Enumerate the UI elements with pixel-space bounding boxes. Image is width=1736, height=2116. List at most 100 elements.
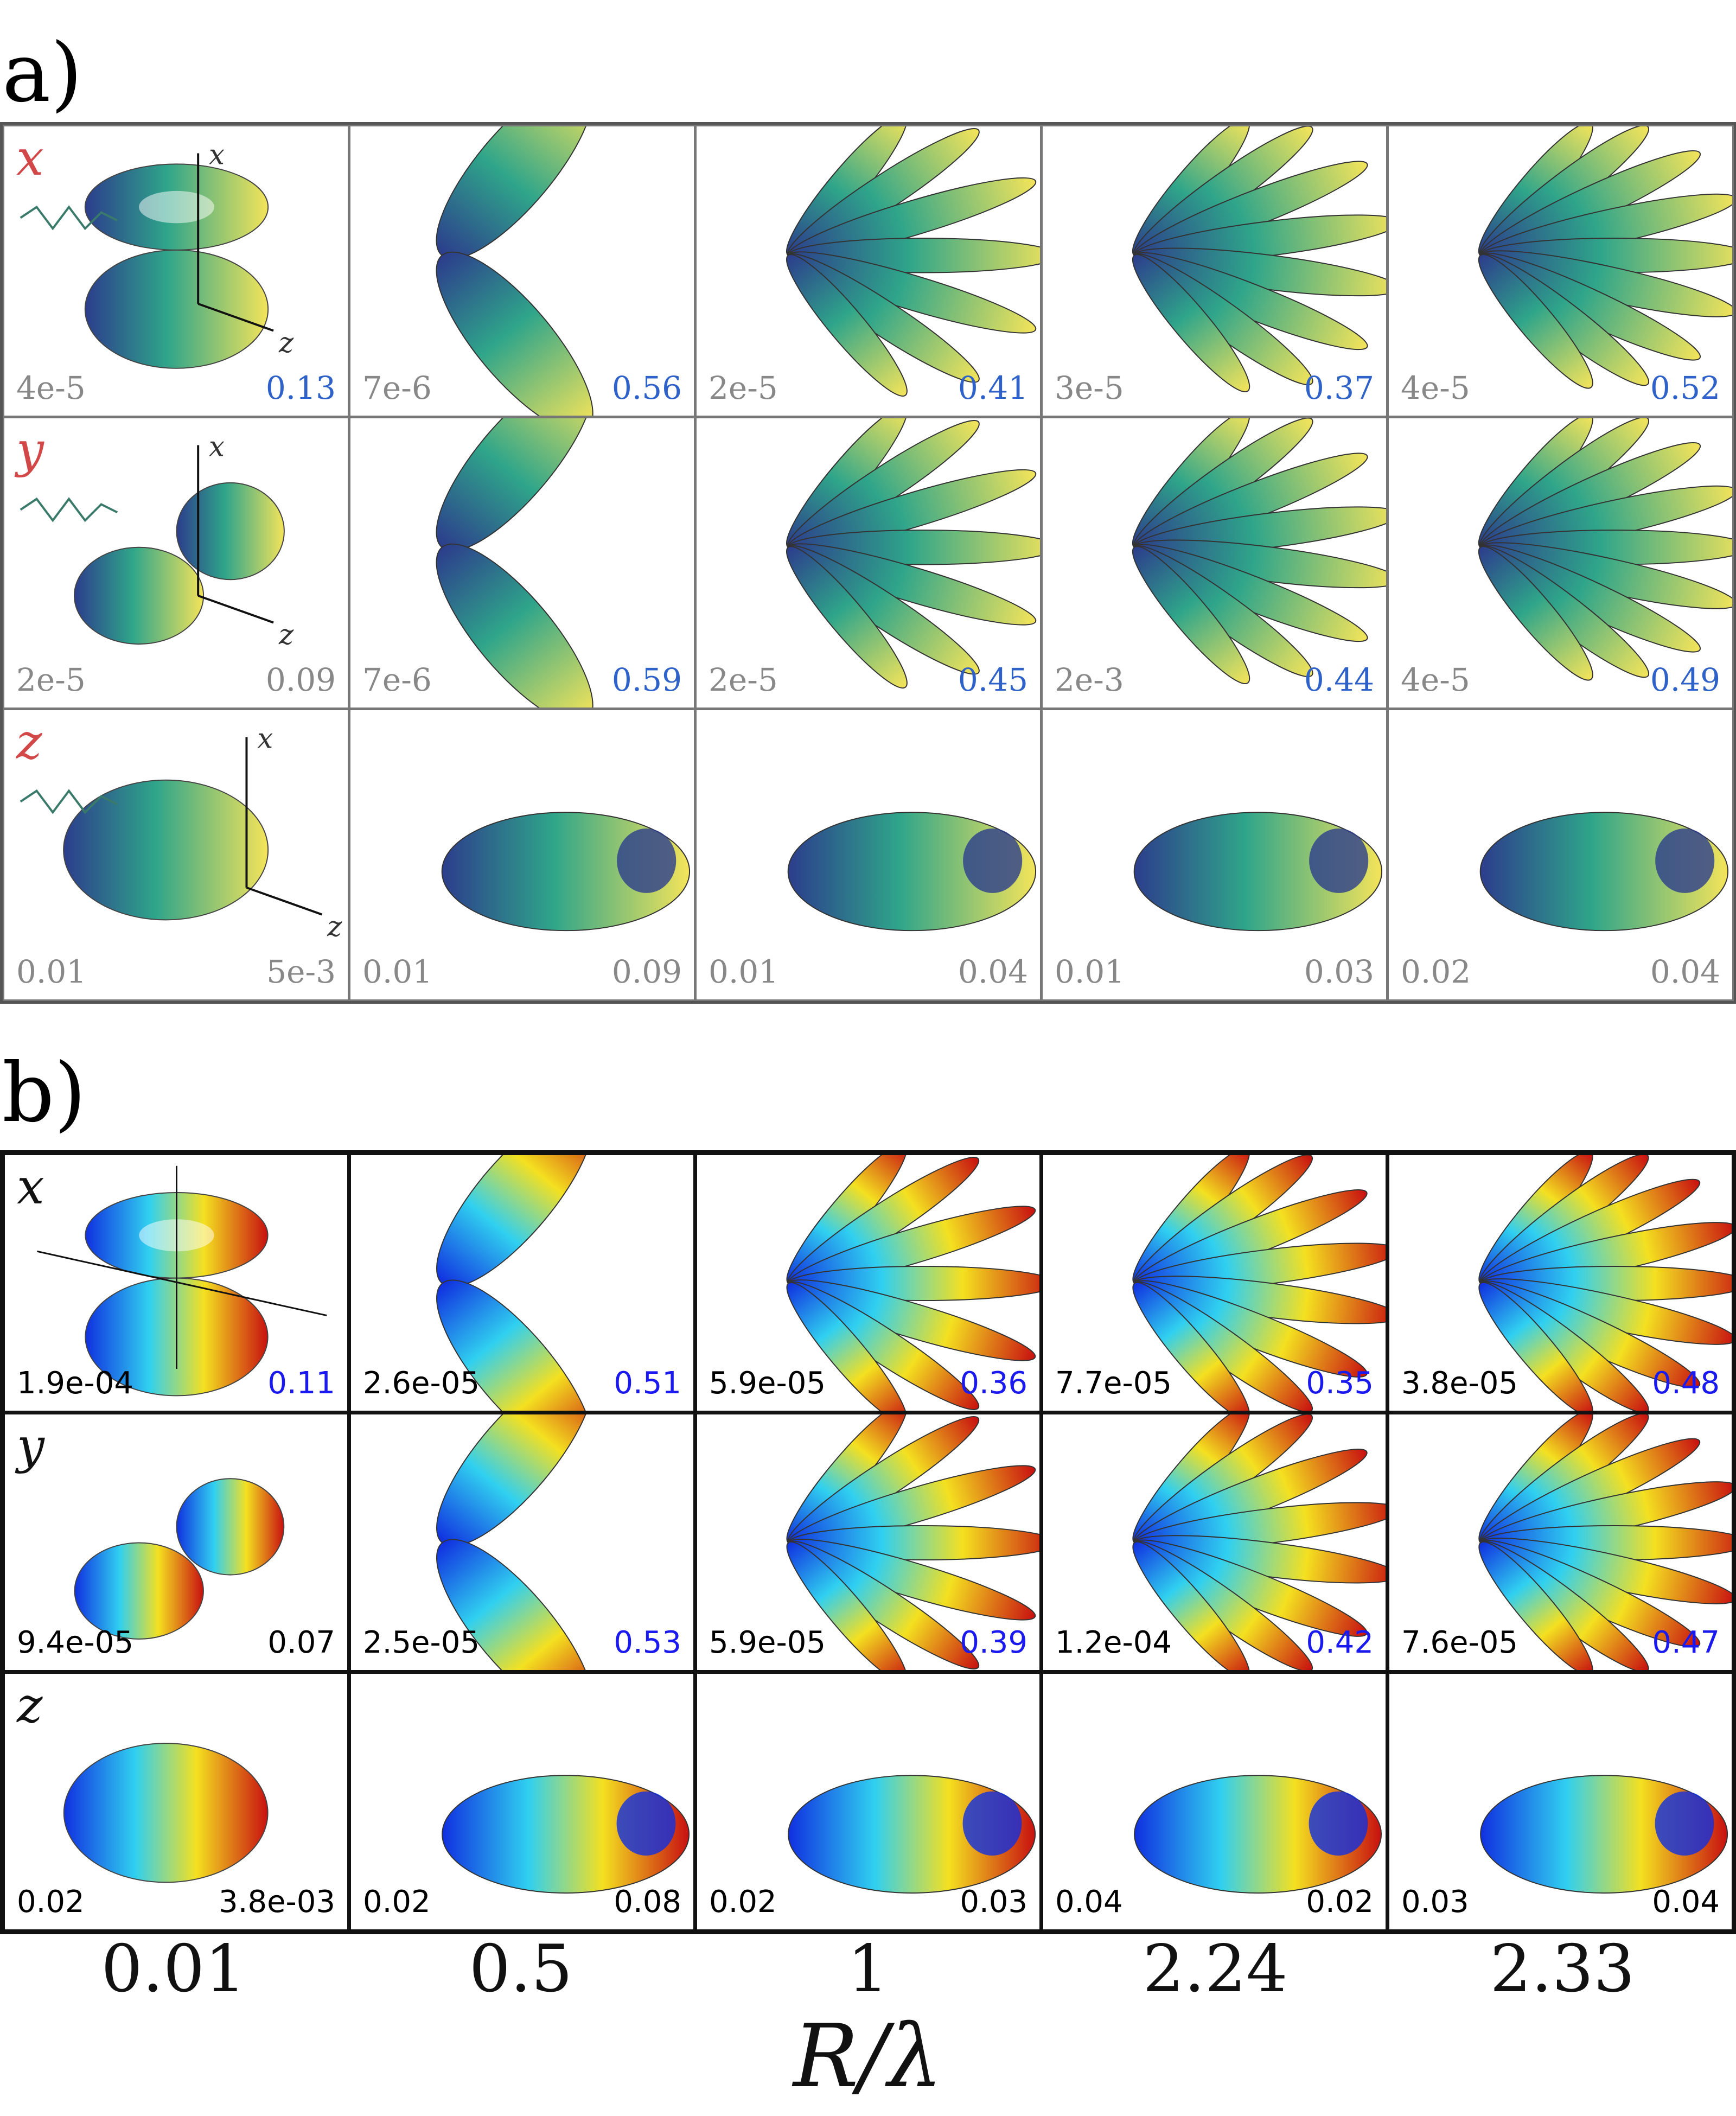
radiation-pattern (1132, 418, 1386, 685)
cell-left-value: 0.02 (709, 1884, 777, 1920)
z-axis-arrow (37, 1250, 327, 1317)
cell-right-value: 0.53 (614, 1625, 681, 1660)
cell-right-value: 0.36 (960, 1366, 1027, 1401)
lobe (1478, 254, 1593, 389)
pattern-cell: x 1.9e-04 0.11 (3, 1153, 349, 1413)
cell-right-value: 0.03 (1304, 953, 1374, 990)
lobe (1132, 254, 1250, 393)
cell-left-value: 2e-5 (709, 661, 778, 698)
cell-left-value: 2e-5 (16, 661, 86, 698)
x-tick: 2.33 (1490, 1932, 1635, 2007)
radiation-pattern (442, 1775, 690, 1894)
lobe (74, 1542, 204, 1640)
radiation-pattern (1132, 126, 1386, 393)
cell-left-value: 0.03 (1401, 1884, 1469, 1920)
pattern-cell: 0.02 0.04 (1387, 709, 1734, 1001)
cell-right-value: 0.09 (265, 661, 336, 698)
pattern-cell: 0.01 0.04 (695, 709, 1042, 1001)
pattern-cell: 3e-5 0.37 (1041, 125, 1388, 417)
pattern-cell: 7e-6 0.59 (349, 417, 695, 709)
lobe-tail (963, 828, 1023, 893)
cell-right-value: 0.04 (1650, 953, 1720, 990)
lobe (176, 1478, 285, 1576)
lobe (1132, 1282, 1250, 1411)
radiation-pattern (441, 812, 691, 932)
cell-right-value: 0.09 (611, 953, 682, 990)
radiation-pattern (37, 1165, 327, 1397)
pattern-cell: 2.5e-05 0.53 (349, 1412, 695, 1672)
z-axis-letter: z (327, 910, 342, 943)
radiation-pattern: xz (20, 722, 342, 943)
radiation-pattern (786, 418, 1040, 689)
lobe-tail (617, 828, 676, 893)
lobe (786, 546, 908, 689)
cell-left-value: 2.5e-05 (363, 1625, 480, 1660)
pattern-cell: 3.8e-05 0.48 (1387, 1153, 1734, 1413)
pattern-cell: 7e-6 0.56 (349, 125, 695, 417)
cell-right-value: 0.02 (1306, 1884, 1374, 1920)
incident-wave (20, 789, 118, 814)
pattern-cell: 5.9e-05 0.39 (695, 1412, 1042, 1672)
radiation-pattern (1478, 126, 1732, 389)
lobe (84, 249, 269, 369)
cell-left-value: 7.6e-05 (1401, 1625, 1518, 1660)
cell-left-value: 5.9e-05 (709, 1625, 826, 1660)
x-tick: 0.5 (469, 1932, 573, 2007)
lobe (176, 482, 285, 581)
pattern-cell: 7.6e-05 0.47 (1387, 1412, 1734, 1672)
cell-right-value: 0.42 (1306, 1625, 1374, 1660)
cell-right-value: 0.04 (1652, 1884, 1720, 1920)
radiation-pattern (436, 1414, 593, 1670)
radiation-pattern (436, 126, 593, 416)
radiation-pattern (1132, 1414, 1386, 1670)
pattern-cell: 5.9e-05 0.36 (695, 1153, 1042, 1413)
incident-wave (20, 497, 118, 522)
pattern-cell: y 9.4e-05 0.07 (3, 1412, 349, 1672)
cell-right-value: 0.51 (614, 1366, 681, 1401)
row-polarization-label: y (17, 1418, 44, 1475)
lobe (73, 546, 205, 645)
pattern-cell: 0.04 0.02 (1041, 1672, 1388, 1932)
cell-right-value: 0.48 (1652, 1366, 1720, 1401)
row-polarization-label: z (17, 1677, 43, 1734)
lobe (1478, 1541, 1593, 1670)
lobe (1478, 1282, 1593, 1411)
cell-left-value: 7e-6 (362, 661, 432, 698)
lobe (1132, 546, 1250, 685)
cell-left-value: 0.04 (1055, 1884, 1123, 1920)
lobe-tail (1309, 1791, 1368, 1856)
row-polarization-label: x (16, 130, 44, 187)
panel-a-grid: x z x 4e-5 0.13 7e-6 0.56 2e-5 0.41 3e-5 0.37 4e-5 0… (0, 122, 1736, 1004)
cell-left-value: 0.01 (1055, 953, 1125, 990)
radiation-pattern (786, 126, 1040, 397)
pattern-cell: 0.01 0.09 (349, 709, 695, 1001)
cell-left-value: 3.8e-05 (1401, 1366, 1518, 1401)
pattern-cell: 4e-5 0.49 (1387, 417, 1734, 709)
pattern-cell: z 0.02 3.8e-03 (3, 1672, 349, 1932)
cell-left-value: 3e-5 (1055, 369, 1124, 406)
pattern-cell: x z x 4e-5 0.13 (3, 125, 349, 417)
cell-right-value: 0.11 (267, 1366, 335, 1401)
cell-left-value: 4e-5 (1401, 369, 1470, 406)
z-axis-arrow (246, 887, 323, 916)
lobe (436, 251, 593, 416)
cell-right-value: 0.39 (960, 1625, 1027, 1660)
cell-left-value: 4e-5 (16, 369, 86, 406)
cell-left-value: 0.01 (16, 953, 87, 990)
cell-right-value: 0.04 (958, 953, 1028, 990)
z-axis-letter: z (278, 327, 294, 359)
panel-b-label: b) (2, 1046, 86, 1140)
cell-right-value: 0.03 (960, 1884, 1027, 1920)
radiation-pattern (74, 1478, 285, 1640)
lobe (1132, 1541, 1250, 1670)
cell-right-value: 0.47 (1652, 1625, 1720, 1660)
cell-right-value: 0.08 (614, 1884, 681, 1920)
cell-right-value: 0.56 (611, 369, 682, 406)
pattern-cell: 7.7e-05 0.35 (1041, 1153, 1388, 1413)
z-axis-letter: z (278, 619, 294, 651)
incident-wave (20, 205, 118, 231)
radiation-pattern (436, 418, 593, 708)
cell-right-value: 0.59 (611, 661, 682, 698)
z-axis-arrow (197, 303, 274, 332)
cell-left-value: 2e-3 (1055, 661, 1124, 698)
